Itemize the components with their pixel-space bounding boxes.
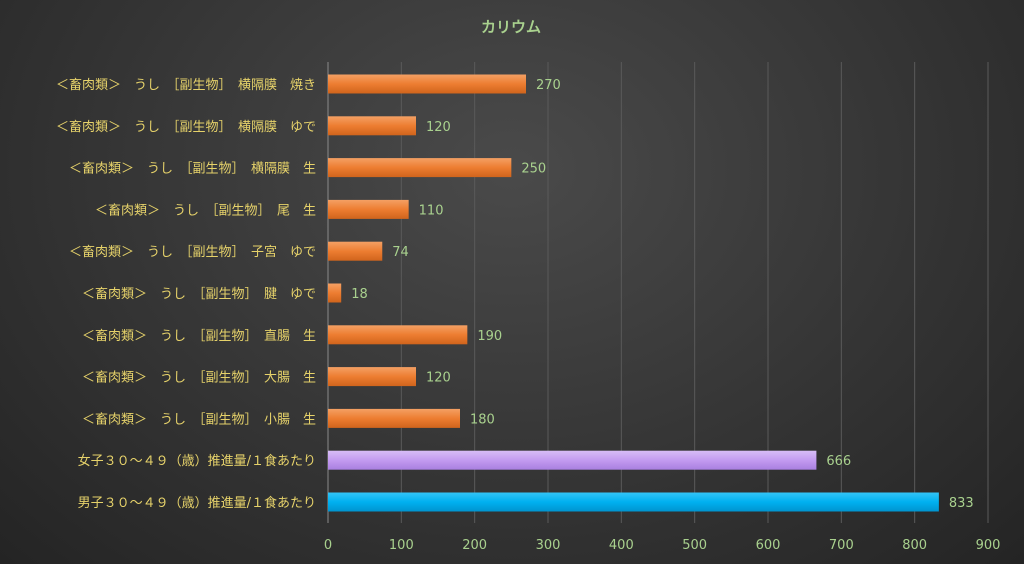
category-label: ＜畜肉類＞ うし ［副生物］ 子宮 ゆで [69,244,316,260]
category-label: ＜畜肉類＞ うし ［副生物］ 尾 生 [95,202,316,218]
bar [328,450,817,470]
data-label: 190 [477,329,502,344]
bar [328,241,383,261]
data-label: 833 [949,496,974,511]
bar [328,283,342,303]
x-tick-label: 700 [829,538,854,553]
data-label: 180 [470,412,495,427]
category-label: ＜畜肉類＞ うし ［副生物］ 横隔膜 ゆで [56,119,316,135]
chart-title: カリウム [481,18,541,36]
data-label: 110 [419,203,444,218]
x-tick-label: 900 [976,538,1001,553]
bar [328,158,512,178]
x-tick-label: 500 [682,538,707,553]
bar [328,199,409,219]
category-label: ＜畜肉類＞ うし ［副生物］ 小腸 生 [82,411,316,427]
category-label: 女子３０～４９（歳）推進量/１食あたり [78,453,316,469]
data-label: 120 [426,371,451,386]
category-label: ＜畜肉類＞ うし ［副生物］ 大腸 生 [82,370,316,386]
bar [328,408,460,428]
data-label: 120 [426,120,451,135]
bar [328,325,468,345]
x-tick-label: 100 [389,538,414,553]
data-label: 250 [521,162,546,177]
data-label: 270 [536,78,561,93]
bar [328,367,416,387]
data-label: 74 [392,245,409,260]
category-label: ＜畜肉類＞ うし ［副生物］ 腱 ゆで [82,286,316,302]
x-tick-label: 600 [756,538,781,553]
gridlines [327,62,989,523]
bar [328,492,939,512]
x-tick-label: 0 [324,538,332,553]
category-labels: 270 ＜畜肉類＞ うし ［副生物］ 横隔膜 焼き 120 ＜畜肉類＞ うし ［副生物… [56,77,974,511]
x-axis-ticks: 0 100 200 300 400 500 600 700 800 900 [324,538,1001,553]
data-label: 666 [826,454,851,469]
bar [328,116,416,136]
x-tick-label: 300 [536,538,561,553]
category-label: ＜畜肉類＞ うし ［副生物］ 横隔膜 生 [69,161,316,177]
x-tick-label: 200 [462,538,487,553]
x-tick-label: 400 [609,538,634,553]
data-label: 18 [351,287,368,302]
category-label: 男子３０～４９（歳）推進量/１食あたり [78,495,316,511]
bars [328,74,939,512]
bar [328,74,526,94]
category-label: ＜畜肉類＞ うし ［副生物］ 横隔膜 焼き [56,77,316,93]
x-tick-label: 800 [902,538,927,553]
category-label: ＜畜肉類＞ うし ［副生物］ 直腸 生 [82,328,316,344]
